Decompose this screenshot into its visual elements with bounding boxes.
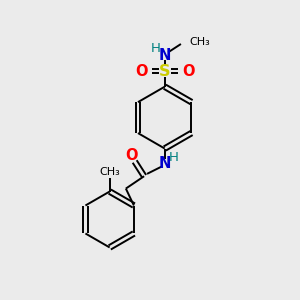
Text: O: O	[125, 148, 138, 163]
Text: N: N	[158, 48, 171, 63]
Text: S: S	[159, 64, 170, 79]
Text: N: N	[158, 156, 171, 171]
Text: H: H	[150, 42, 160, 55]
Text: CH₃: CH₃	[99, 167, 120, 177]
Text: H: H	[169, 151, 179, 164]
Text: O: O	[135, 64, 147, 79]
Text: O: O	[182, 64, 194, 79]
Text: CH₃: CH₃	[189, 37, 210, 46]
